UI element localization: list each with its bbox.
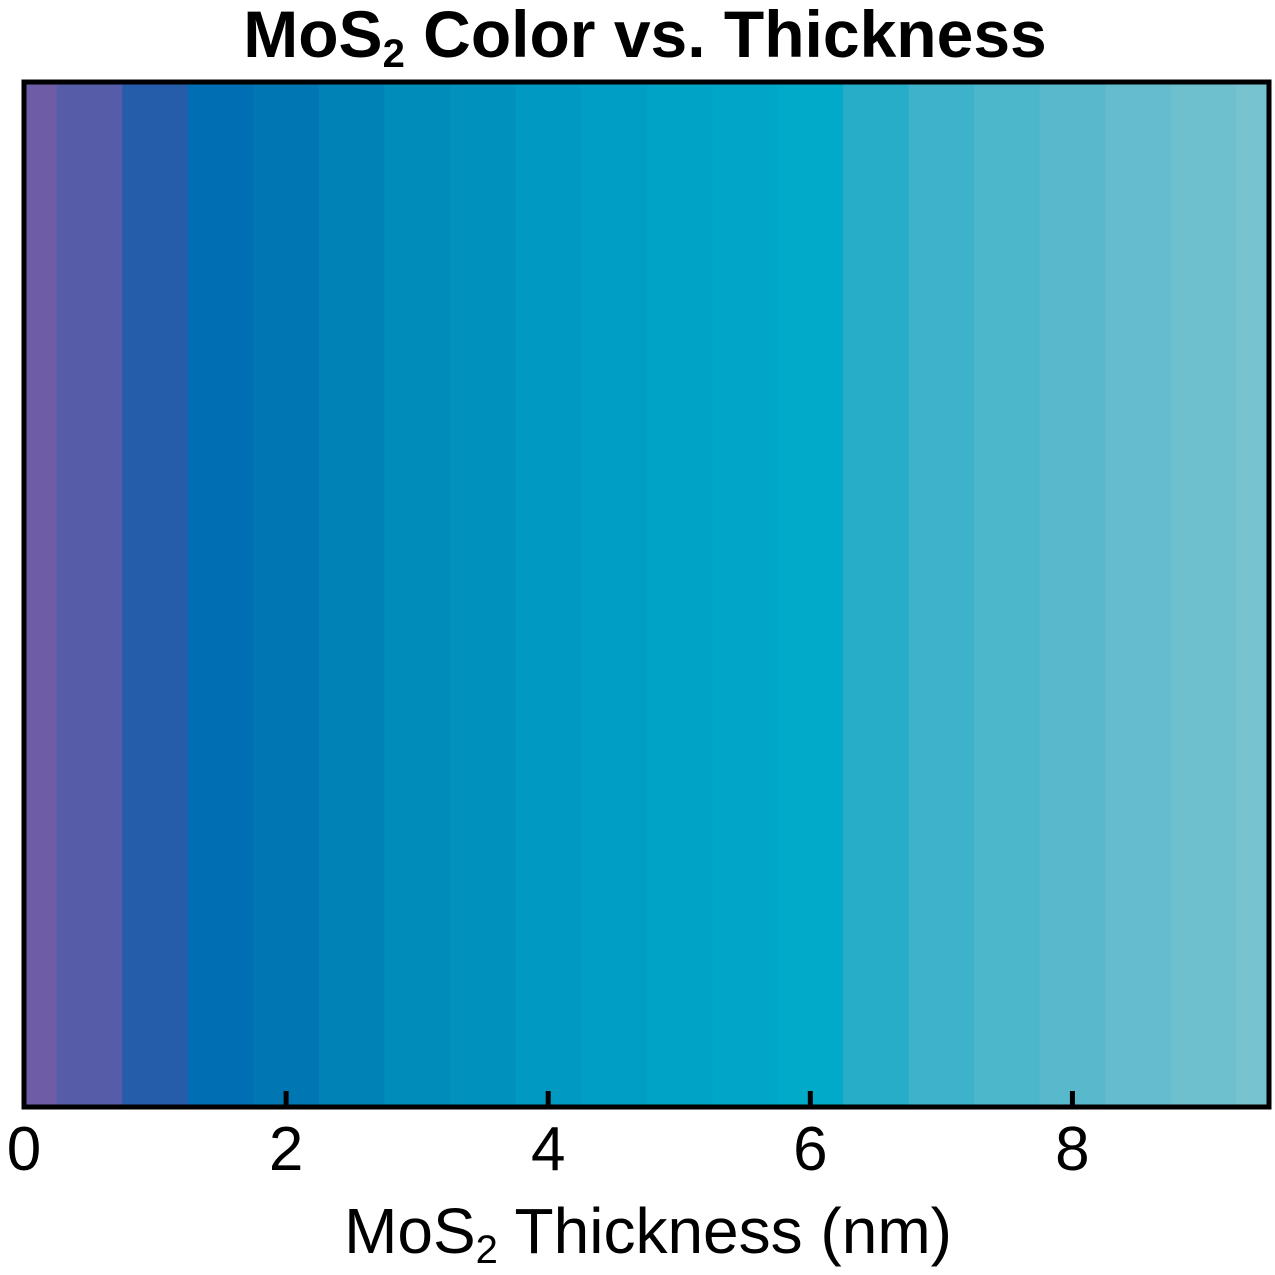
plot-frame <box>21 79 1272 1110</box>
color-band-4 <box>253 82 320 1107</box>
color-band-0 <box>24 82 58 1107</box>
color-band-2 <box>122 82 189 1107</box>
x-tick-label-4: 8 <box>1055 1115 1089 1184</box>
color-band-9 <box>580 82 648 1107</box>
color-band-12 <box>777 82 844 1107</box>
color-band-7 <box>449 82 517 1107</box>
x-tick-label-3: 6 <box>793 1115 827 1184</box>
color-band-19 <box>1236 82 1270 1107</box>
color-band-13 <box>843 82 910 1107</box>
x-axis-label: MoS2 Thickness (nm) <box>344 1195 952 1272</box>
chart-title: MoS2 Color vs. Thickness <box>243 0 1046 76</box>
color-band-11 <box>712 82 779 1107</box>
color-band-18 <box>1170 82 1237 1107</box>
x-tick-label-0: 0 <box>7 1115 41 1184</box>
x-tick-label-1: 2 <box>269 1115 303 1184</box>
color-band-1 <box>56 82 123 1107</box>
color-band-14 <box>908 82 975 1107</box>
color-band-17 <box>1105 82 1172 1107</box>
color-bands <box>24 82 1270 1107</box>
color-band-6 <box>384 82 451 1107</box>
color-band-10 <box>646 82 713 1107</box>
color-band-8 <box>515 82 582 1107</box>
color-band-15 <box>974 82 1041 1107</box>
x-axis-tick-labels: 0 2 4 6 8 <box>7 1115 1090 1184</box>
x-axis-ticks <box>283 1091 1075 1107</box>
color-band-5 <box>318 82 385 1107</box>
color-band-16 <box>1039 82 1106 1107</box>
color-band-3 <box>187 82 254 1107</box>
x-tick-label-2: 4 <box>531 1115 565 1184</box>
